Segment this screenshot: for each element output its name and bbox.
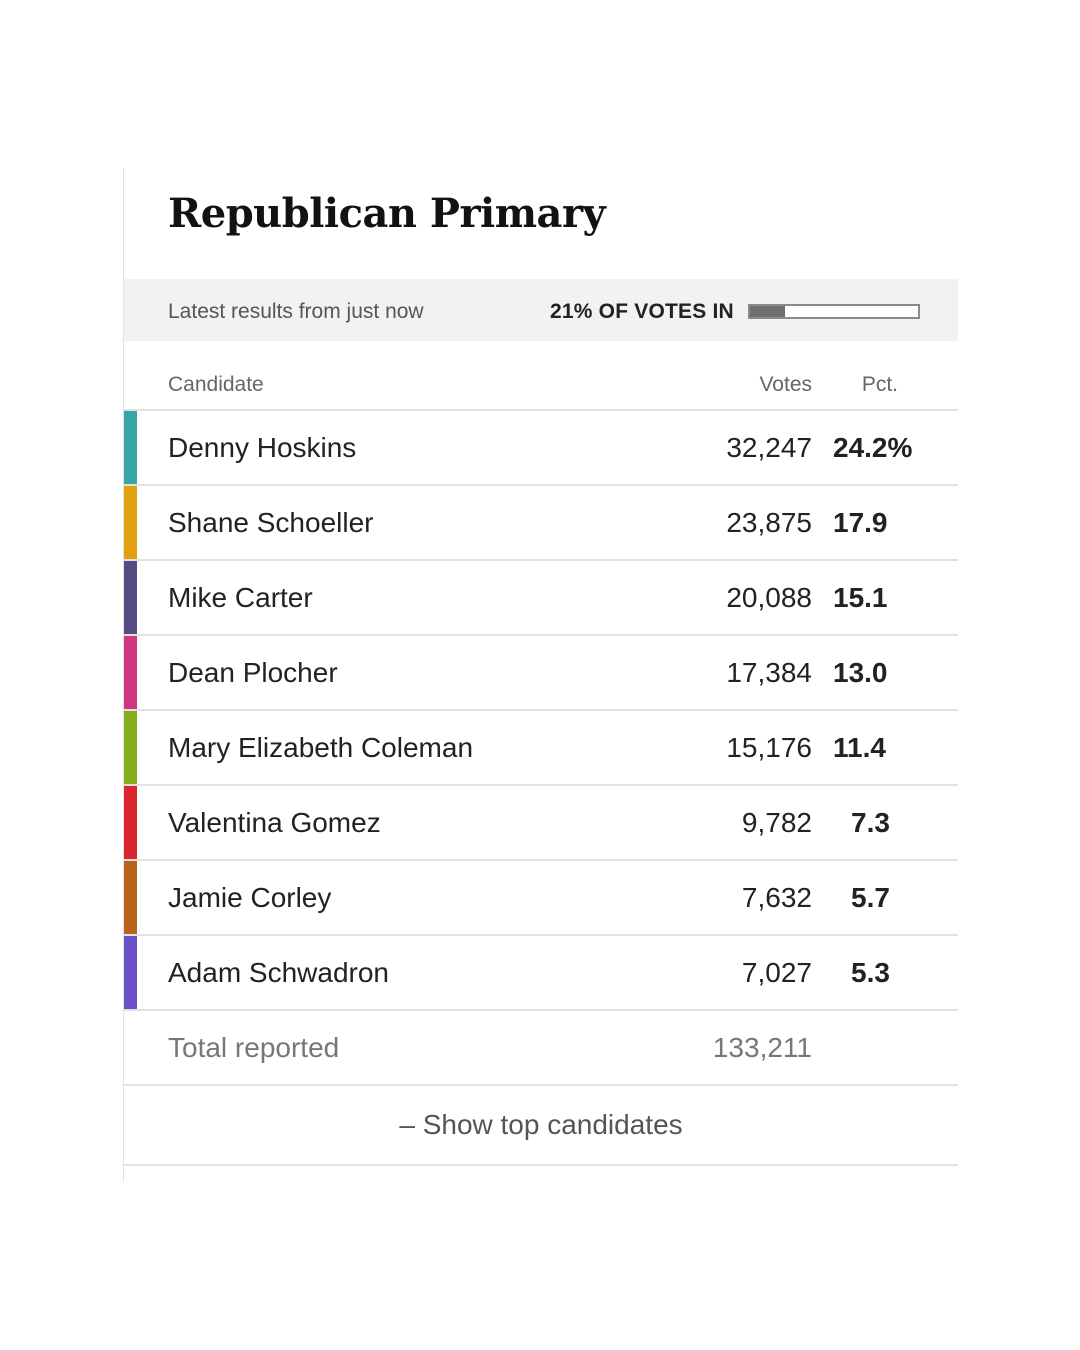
- table-row: Jamie Corley 7,632 5.7: [124, 861, 958, 936]
- table-row: Mary Elizabeth Coleman 15,176 11.4: [124, 711, 958, 786]
- candidate-votes: 32,247: [726, 432, 812, 463]
- race-title: Republican Primary: [168, 190, 606, 237]
- table-row: Dean Plocher 17,384 13.0: [124, 636, 958, 711]
- candidate-name: Dean Plocher: [168, 657, 338, 688]
- candidate-pct: 5.7: [851, 882, 890, 913]
- votes-column-header: Votes: [759, 373, 812, 396]
- candidate-pct: 13.0: [833, 657, 888, 688]
- candidate-name: Jamie Corley: [168, 882, 332, 913]
- candidate-pct: 24.2%: [833, 432, 913, 463]
- candidate-color-swatch: [124, 411, 137, 484]
- votes-in-progress-fill: [750, 306, 786, 317]
- results-card: Republican Primary Latest results from j…: [123, 168, 958, 1182]
- status-bar: Latest results from just now 21% OF VOTE…: [124, 279, 958, 341]
- candidate-name: Shane Schoeller: [168, 507, 374, 538]
- candidate-votes: 9,782: [741, 807, 812, 838]
- candidate-color-swatch: [124, 486, 137, 559]
- total-reported-row: Total reported 133,211: [124, 1011, 958, 1086]
- candidate-pct: 7.3: [851, 807, 890, 838]
- table-header: Candidate Votes Pct.: [124, 341, 958, 411]
- votes-in-label: 21% OF VOTES IN: [550, 300, 734, 323]
- candidate-color-swatch: [124, 936, 137, 1009]
- votes-in-progress-bar: [748, 304, 920, 319]
- table-row: Denny Hoskins 32,247 24.2%: [124, 411, 958, 486]
- candidate-votes: 7,027: [741, 957, 812, 988]
- candidate-name: Adam Schwadron: [168, 957, 390, 988]
- table-row: Adam Schwadron 7,027 5.3: [124, 936, 958, 1011]
- candidate-color-swatch: [124, 786, 137, 859]
- latest-results-text: Latest results from just now: [168, 300, 424, 323]
- candidate-votes: 15,176: [726, 732, 812, 763]
- candidate-pct: 15.1: [833, 582, 888, 613]
- total-reported-label: Total reported: [168, 1032, 340, 1063]
- table-row: Shane Schoeller 23,875 17.9: [124, 486, 958, 561]
- candidate-color-swatch: [124, 636, 137, 709]
- candidate-pct: 17.9: [833, 507, 888, 538]
- show-top-candidates-button[interactable]: – Show top candidates: [399, 1109, 683, 1140]
- candidate-votes: 23,875: [726, 507, 812, 538]
- candidate-color-swatch: [124, 861, 137, 934]
- pct-column-header: Pct.: [861, 373, 898, 396]
- candidate-column-header: Candidate: [168, 373, 264, 396]
- candidate-votes: 20,088: [726, 582, 812, 613]
- candidate-name: Mary Elizabeth Coleman: [168, 732, 474, 763]
- table-row: Mike Carter 20,088 15.1: [124, 561, 958, 636]
- total-reported-votes: 133,211: [712, 1032, 812, 1063]
- candidate-name: Denny Hoskins: [168, 432, 357, 463]
- candidate-votes: 7,632: [741, 882, 812, 913]
- candidate-name: Valentina Gomez: [168, 807, 381, 838]
- candidate-pct: 11.4: [833, 732, 886, 763]
- results-table: Denny Hoskins 32,247 24.2% Shane Schoell…: [124, 411, 958, 1166]
- candidate-name: Mike Carter: [168, 582, 313, 613]
- candidate-color-swatch: [124, 711, 137, 784]
- candidate-color-swatch: [124, 561, 137, 634]
- candidate-votes: 17,384: [726, 657, 812, 688]
- table-row: Valentina Gomez 9,782 7.3: [124, 786, 958, 861]
- candidate-pct: 5.3: [851, 957, 890, 988]
- show-top-candidates-row[interactable]: – Show top candidates: [124, 1086, 958, 1166]
